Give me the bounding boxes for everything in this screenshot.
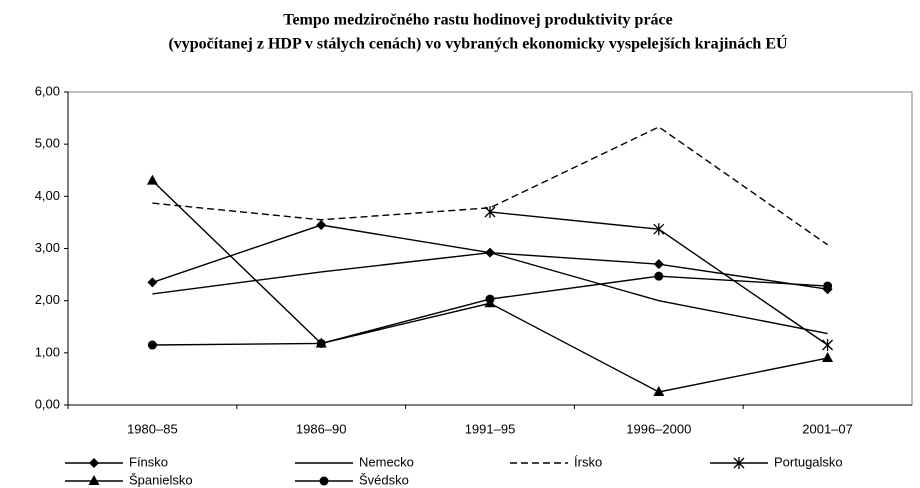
y-tick-label: 2,00 — [35, 292, 60, 307]
marker — [316, 338, 326, 348]
marker — [653, 259, 664, 270]
marker — [822, 352, 834, 363]
marker — [485, 294, 495, 304]
legend-label: Írsko — [574, 454, 602, 469]
marker — [147, 340, 157, 350]
y-tick-label: 6,00 — [35, 83, 60, 98]
series-line — [152, 126, 829, 246]
y-tick-label: 5,00 — [35, 136, 60, 151]
marker — [653, 223, 665, 236]
marker — [316, 220, 327, 231]
legend-label: Nemecko — [359, 454, 414, 469]
x-tick-label: 1996–2000 — [626, 421, 691, 436]
marker — [88, 475, 100, 485]
y-tick-label: 0,00 — [35, 396, 60, 411]
marker — [484, 205, 496, 218]
marker — [319, 476, 329, 486]
chart-subtitle: (vypočítanej z HDP v stálych cenách) vo … — [168, 34, 788, 53]
marker — [733, 457, 745, 469]
y-tick-label: 1,00 — [35, 344, 60, 359]
x-tick-label: 1991–95 — [465, 421, 516, 436]
marker — [89, 458, 99, 468]
series-line — [152, 251, 828, 335]
marker — [823, 281, 833, 291]
chart-title: Tempo medziročného rastu hodinovej produ… — [283, 12, 673, 29]
marker — [147, 277, 158, 288]
marker — [653, 385, 665, 396]
y-tick-label: 3,00 — [35, 240, 60, 255]
marker — [146, 174, 158, 185]
legend-label: Španielsko — [129, 472, 193, 487]
legend-label: Portugalsko — [774, 454, 843, 469]
x-tick-label: 1980–85 — [127, 421, 178, 436]
marker — [654, 271, 664, 281]
x-tick-label: 2001–07 — [802, 421, 853, 436]
x-tick-label: 1986–90 — [296, 421, 347, 436]
legend-label: Fínsko — [129, 454, 168, 469]
legend-label: Švédsko — [359, 472, 409, 487]
marker — [822, 339, 834, 352]
series-line — [152, 275, 828, 346]
y-tick-label: 4,00 — [35, 188, 60, 203]
